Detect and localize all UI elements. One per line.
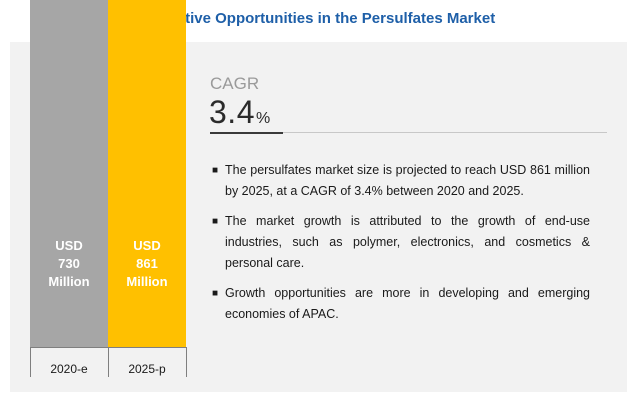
highlight-item: ■ The persulfates market size is projecte…: [212, 160, 590, 202]
cagr-number: 3.4: [209, 94, 255, 130]
cagr-label: CAGR: [210, 74, 260, 93]
x-tick-label: 2025-p: [128, 362, 166, 376]
highlight-item: ■ The market growth is attributed to the …: [212, 211, 590, 274]
chart-title: Attractive Opportunities in the Persulfa…: [141, 10, 496, 27]
bar-data-label: 861: [136, 256, 158, 271]
bullet-icon: ■: [212, 165, 219, 176]
bar-2020-e: [30, 0, 108, 347]
bar-data-label: 730: [58, 256, 80, 271]
bar-2025-p: [108, 0, 186, 347]
x-tick-label: 2020-e: [50, 362, 88, 376]
cagr-unit: %: [255, 110, 271, 127]
highlight-text: Growth opportunities are more in develop…: [225, 286, 590, 321]
highlight-item: ■ Growth opportunities are more in develo…: [212, 283, 590, 325]
cagr-divider: [283, 132, 607, 133]
bullet-icon: ■: [212, 288, 219, 299]
bar-data-label: Million: [126, 274, 167, 289]
highlights-list: ■ The persulfates market size is projecte…: [212, 160, 590, 334]
cagr-underline: [210, 132, 283, 134]
bullet-icon: ■: [212, 216, 219, 227]
bar-data-label: Million: [48, 274, 89, 289]
bar-data-label: USD: [133, 238, 160, 253]
cagr-value: 3.4%: [209, 94, 270, 131]
highlight-text: The persulfates market size is projected…: [225, 163, 590, 198]
bar-data-label: USD: [55, 238, 82, 253]
highlight-text: The market growth is attributed to the g…: [225, 214, 590, 270]
